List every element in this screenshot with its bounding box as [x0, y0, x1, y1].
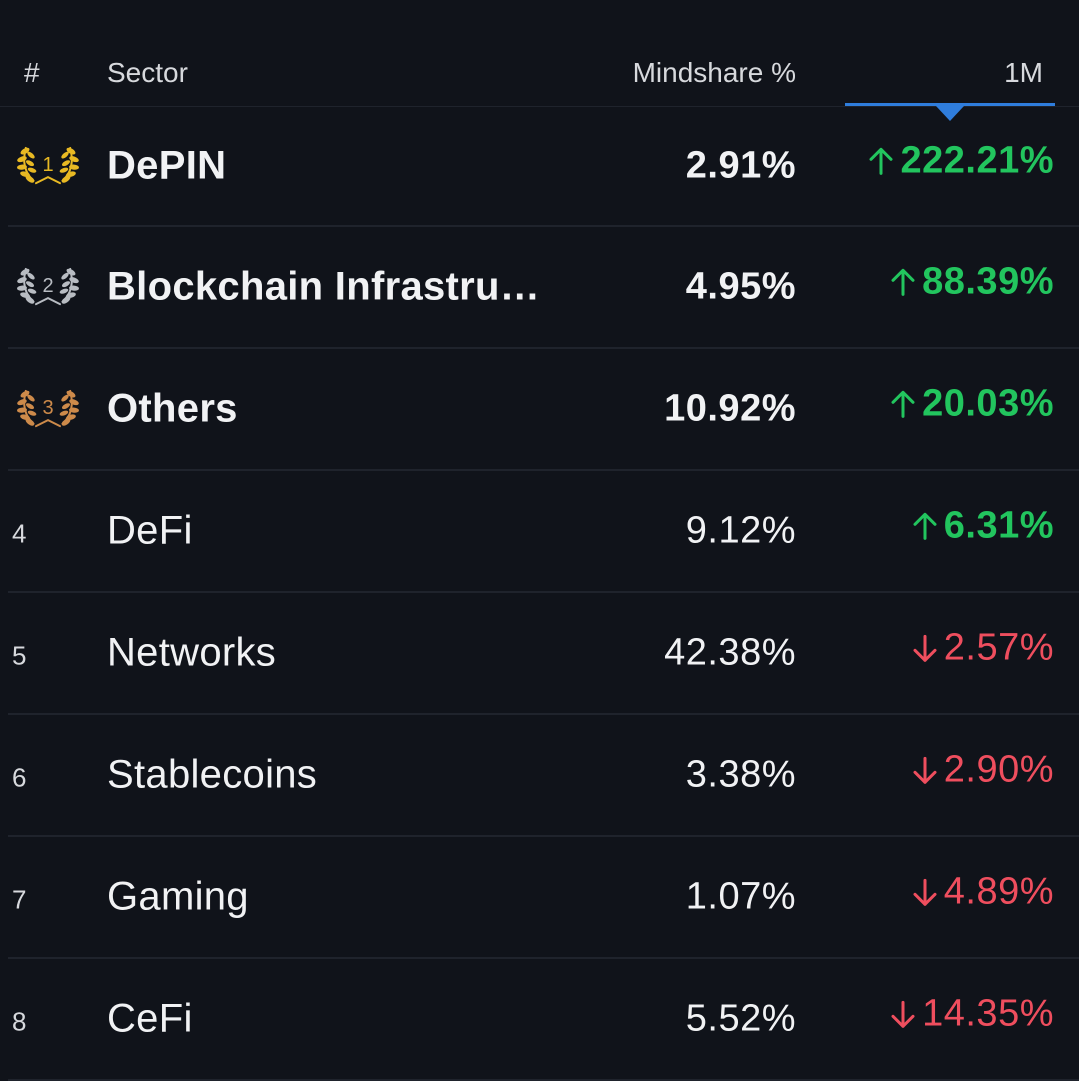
change-value: 222.21%: [866, 139, 1054, 182]
table-row[interactable]: 6 Stablecoins 3.38% 2.90%: [8, 715, 1079, 837]
silver-laurel-icon: 2: [17, 267, 79, 306]
arrow-down-icon: [913, 756, 937, 784]
mindshare-value: 1.07%: [685, 875, 796, 918]
change-value: 20.03%: [888, 382, 1054, 425]
mindshare-value: 5.52%: [685, 997, 796, 1040]
change-percent: 88.39%: [922, 260, 1054, 303]
table-row[interactable]: 2 Blockchain Infrastructure 4.95% 88.39%: [8, 227, 1079, 349]
sector-name[interactable]: Blockchain Infrastructure: [107, 264, 552, 309]
bronze-laurel-icon: 3: [17, 389, 79, 428]
rank-number: 1: [42, 154, 53, 176]
change-percent: 20.03%: [922, 382, 1054, 425]
rank-number: 6: [12, 762, 27, 793]
arrow-down-icon: [891, 1000, 915, 1028]
rank-number: 3: [42, 397, 53, 419]
table-header: # Sector Mindshare % 1M: [0, 0, 1079, 121]
gold-laurel-icon: 1: [17, 146, 79, 185]
change-percent: 2.57%: [943, 626, 1054, 669]
period-tab-1m[interactable]: 1M: [1004, 57, 1043, 88]
change-value: 2.90%: [910, 748, 1054, 791]
rank-number: 7: [12, 884, 27, 915]
change-value: 88.39%: [888, 260, 1054, 303]
rank-number: 8: [12, 1006, 27, 1037]
arrow-up-icon: [891, 390, 915, 418]
arrow-down-icon: [913, 878, 937, 906]
change-percent: 14.35%: [922, 992, 1054, 1035]
mindshare-value: 2.91%: [685, 144, 796, 187]
arrow-up-icon: [869, 147, 893, 175]
mindshare-value: 42.38%: [664, 631, 796, 674]
rank-column-header: #: [24, 57, 40, 88]
arrow-down-icon: [913, 634, 937, 662]
sector-name[interactable]: CeFi: [107, 996, 193, 1041]
sector-name[interactable]: Others: [107, 386, 238, 431]
table-row[interactable]: 3 Others 10.92% 20.03%: [8, 349, 1079, 471]
change-percent: 6.31%: [943, 504, 1054, 547]
arrow-up-icon: [913, 512, 937, 540]
active-tab-indicator: [845, 103, 1055, 106]
change-value: 14.35%: [888, 992, 1054, 1035]
table-row[interactable]: 7 Gaming 1.07% 4.89%: [8, 837, 1079, 959]
table-row[interactable]: 5 Networks 42.38% 2.57%: [8, 593, 1079, 715]
mindshare-value: 9.12%: [685, 509, 796, 552]
sector-table-body: 1 DePIN 2.91% 222.21% 2 Blockchain Infra…: [0, 107, 1079, 1081]
active-tab-caret-icon: [936, 106, 964, 121]
change-value: 2.57%: [910, 626, 1054, 669]
change-value: 4.89%: [910, 870, 1054, 913]
sector-name[interactable]: DeFi: [107, 508, 193, 553]
rank-number: 4: [12, 518, 27, 549]
sector-name[interactable]: Stablecoins: [107, 752, 318, 797]
change-percent: 4.89%: [943, 870, 1054, 913]
change-percent: 2.90%: [943, 748, 1054, 791]
sector-name[interactable]: Networks: [107, 630, 277, 675]
rank-number: 5: [12, 640, 27, 671]
sector-name[interactable]: Gaming: [107, 874, 249, 919]
arrow-up-icon: [891, 268, 915, 296]
rank-number: 2: [42, 275, 53, 297]
mindshare-value: 4.95%: [685, 265, 796, 308]
sector-column-header[interactable]: Sector: [107, 57, 188, 88]
mindshare-value: 3.38%: [685, 753, 796, 796]
change-percent: 222.21%: [900, 139, 1054, 182]
mindshare-column-header[interactable]: Mindshare %: [632, 57, 796, 88]
table-row[interactable]: 4 DeFi 9.12% 6.31%: [8, 471, 1079, 593]
change-value: 6.31%: [910, 504, 1054, 547]
sector-name[interactable]: DePIN: [107, 143, 227, 188]
mindshare-value: 10.92%: [664, 387, 796, 430]
table-row[interactable]: 1 DePIN 2.91% 222.21%: [8, 107, 1079, 227]
table-row[interactable]: 8 CeFi 5.52% 14.35%: [8, 959, 1079, 1081]
